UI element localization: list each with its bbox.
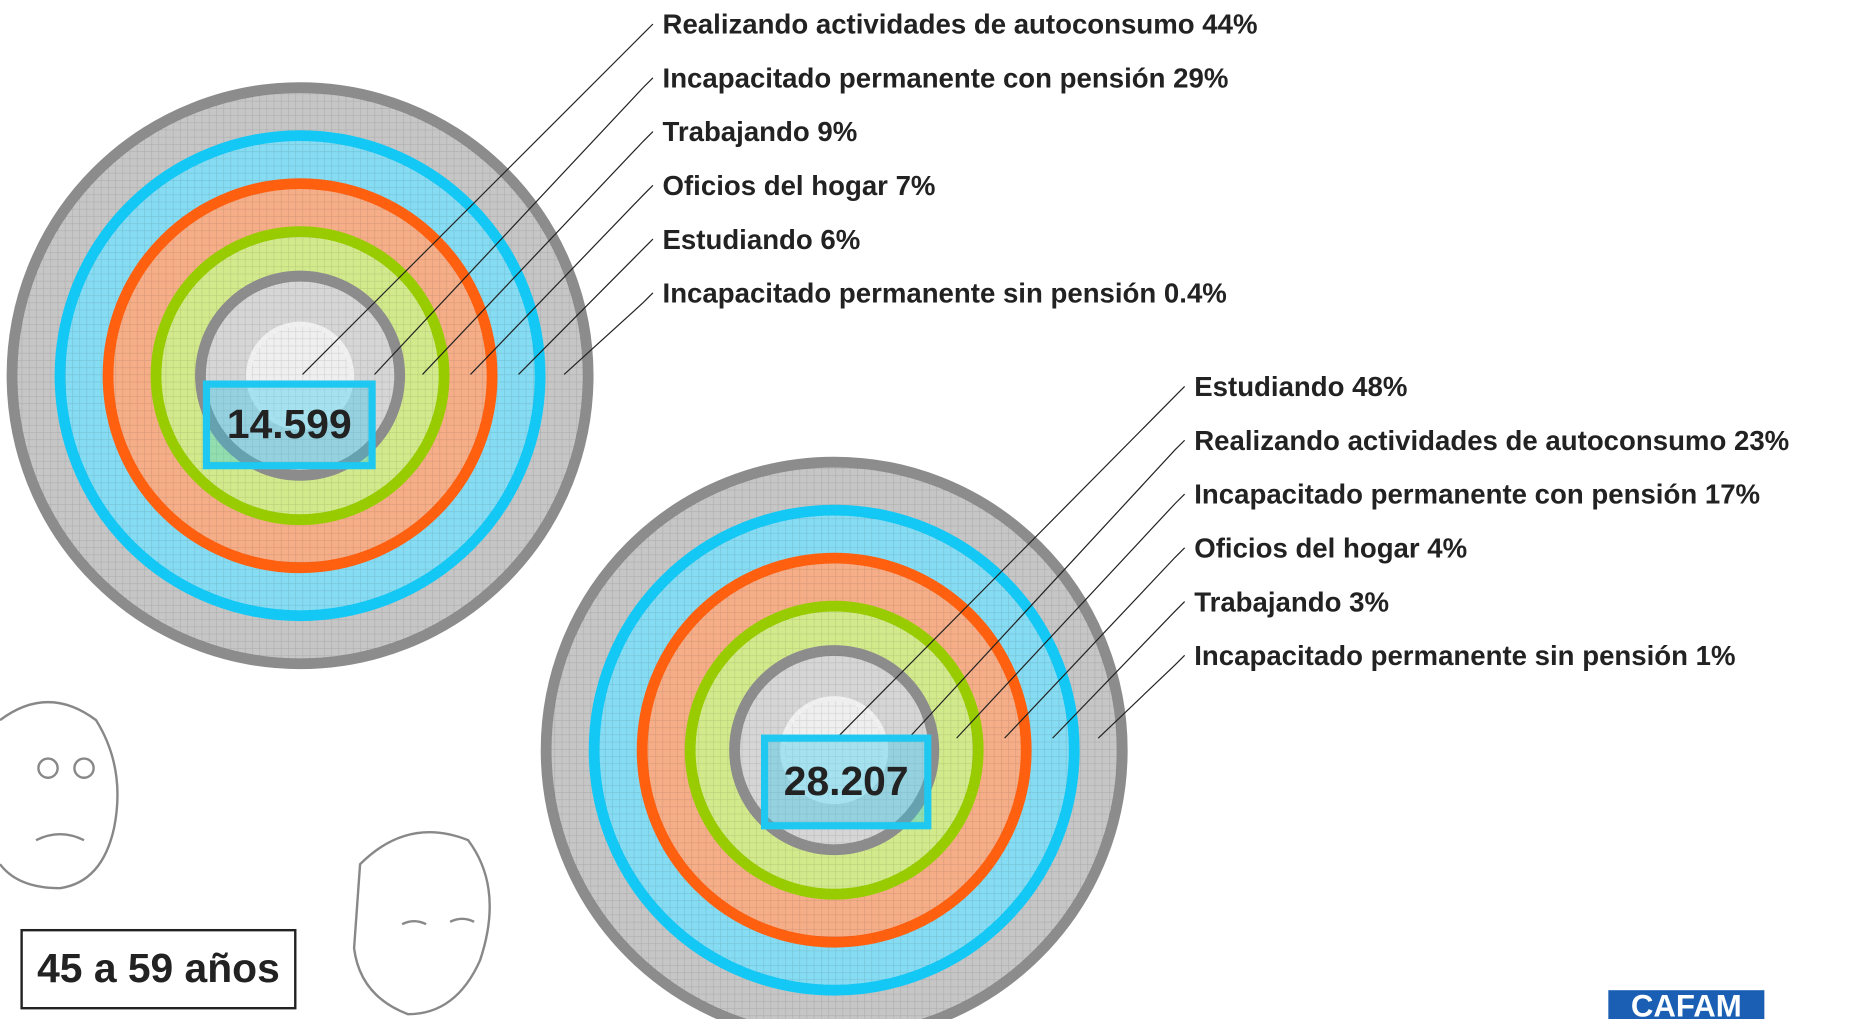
ring-label: Incapacitado permanente sin pensión 0.4% (663, 278, 1227, 309)
ring-label: Realizando actividades de autoconsumo 44… (663, 9, 1258, 40)
ring-label: Estudiando 6% (663, 224, 861, 255)
ring-label: Estudiando 48% (1194, 371, 1407, 402)
ring-label: Oficios del hogar 4% (1194, 532, 1467, 563)
ring-label: Trabajando 3% (1194, 586, 1389, 617)
ring-label: Oficios del hogar 7% (663, 170, 936, 201)
total-label: 14.599 (227, 401, 352, 447)
ring-label: Realizando actividades de autoconsumo 23… (1194, 425, 1789, 456)
caption: 45 a 59 años (37, 945, 280, 991)
caricature-man (0, 702, 117, 888)
page: {"chart_data":[ {"type":"concentric", "t… (0, 0, 1870, 1019)
ring-label: Trabajando 9% (663, 116, 858, 147)
chart: 45 a 59 años CAFAM Realizando actividade… (0, 0, 1870, 1019)
ring-label: Incapacitado permanente con pensión 29% (663, 62, 1229, 93)
ring-label: Incapacitado permanente con pensión 17% (1194, 479, 1760, 510)
logo: CAFAM (1631, 989, 1742, 1019)
ring-label: Incapacitado permanente sin pensión 1% (1194, 640, 1735, 671)
caricature-woman (354, 832, 490, 1014)
ring-chart: Estudiando 48% Realizando actividades de … (546, 371, 1789, 1019)
total-label: 28.207 (784, 758, 909, 804)
